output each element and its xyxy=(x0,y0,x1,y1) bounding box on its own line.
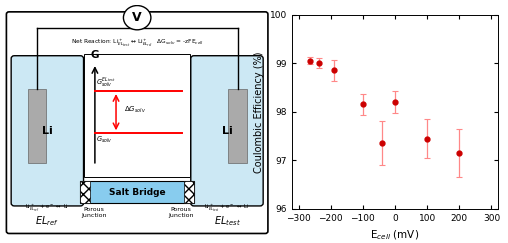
Bar xyxy=(184,181,194,203)
Text: $\Delta G_{solv}$: $\Delta G_{solv}$ xyxy=(124,105,146,115)
Text: Li: Li xyxy=(42,126,53,136)
Bar xyxy=(80,181,194,203)
Text: Porous
Junction: Porous Junction xyxy=(168,207,194,218)
Y-axis label: Coulombic Efficiency (%): Coulombic Efficiency (%) xyxy=(255,51,265,173)
X-axis label: E$_{cell}$ (mV): E$_{cell}$ (mV) xyxy=(370,228,420,242)
Text: G: G xyxy=(90,50,99,60)
Text: Li$^+_{EL_{test}}$ + e$^-$ $\leftrightarrow$ Li: Li$^+_{EL_{test}}$ + e$^-$ $\leftrightar… xyxy=(204,203,249,215)
FancyBboxPatch shape xyxy=(11,56,83,206)
Text: $EL_{ref}$: $EL_{ref}$ xyxy=(36,214,59,227)
FancyBboxPatch shape xyxy=(191,56,263,206)
Bar xyxy=(27,89,46,164)
Text: $EL_{test}$: $EL_{test}$ xyxy=(213,214,240,227)
Text: $G_{solv}$: $G_{solv}$ xyxy=(96,135,113,145)
Bar xyxy=(80,181,90,203)
Text: Salt Bridge: Salt Bridge xyxy=(109,188,166,197)
Text: Porous
Junction: Porous Junction xyxy=(81,207,106,218)
Text: Li: Li xyxy=(221,126,232,136)
FancyBboxPatch shape xyxy=(7,12,268,234)
Bar xyxy=(228,89,247,164)
Circle shape xyxy=(123,6,151,30)
Text: Net Reaction: Li$^+_{EL_{test}}$ ↔ Li$^+_{EL_{ref}}$   ΔG$_{solv}$ = -zFE$_{cell: Net Reaction: Li$^+_{EL_{test}}$ ↔ Li$^+… xyxy=(71,38,204,49)
Text: $G^{EL_{test}}_{solv}$: $G^{EL_{test}}_{solv}$ xyxy=(96,76,116,89)
Text: V: V xyxy=(133,11,142,24)
Bar xyxy=(84,54,190,177)
Text: Li$^+_{EL_{ref}}$ + e$^-$ $\leftrightarrow$ Li: Li$^+_{EL_{ref}}$ + e$^-$ $\leftrightarr… xyxy=(25,203,70,215)
